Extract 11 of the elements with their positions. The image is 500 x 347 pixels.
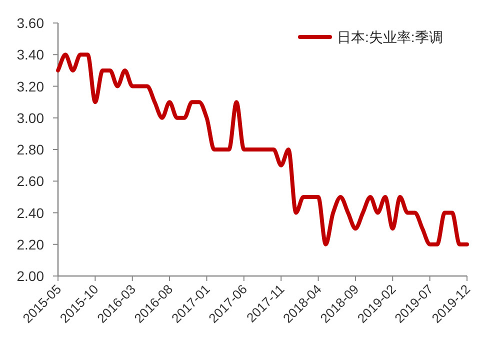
y-tick-label: 3.40 — [16, 46, 44, 63]
y-tick-label: 2.60 — [16, 173, 44, 190]
y-tick-label: 3.20 — [16, 78, 44, 94]
y-tick-label: 3.60 — [16, 15, 44, 31]
legend-label: 日本:失业率:季调 — [337, 29, 443, 45]
y-tick-label: 2.00 — [16, 268, 44, 284]
y-tick-label: 2.80 — [16, 142, 44, 158]
y-tick-label: 2.40 — [16, 204, 44, 221]
y-tick-label: 2.20 — [16, 236, 44, 252]
y-tick-label: 3.00 — [16, 110, 44, 126]
legend: 日本:失业率:季调 — [298, 29, 443, 45]
